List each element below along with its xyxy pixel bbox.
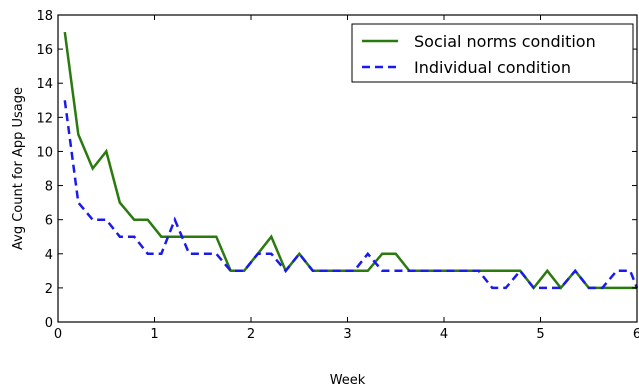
y-tick-label: 6 — [45, 214, 53, 229]
x-tick-label: 6 — [633, 327, 639, 342]
y-tick-label: 16 — [36, 43, 53, 58]
y-axis-label: Avg Count for App Usage — [11, 87, 26, 250]
x-tick-label: 2 — [247, 327, 255, 342]
series-line-social-norms — [63, 31, 637, 290]
y-tick-label: 12 — [36, 111, 53, 126]
y-tick-label: 10 — [36, 145, 53, 160]
y-tick-label: 4 — [45, 248, 53, 263]
legend-label-individual: Individual condition — [414, 58, 571, 77]
y-tick-label: 0 — [45, 316, 53, 331]
x-tick-label: 5 — [536, 327, 544, 342]
x-tick-label: 1 — [150, 327, 158, 342]
legend: Social norms condition Individual condit… — [351, 23, 634, 83]
series-lines — [63, 31, 639, 290]
x-tick-label: 4 — [440, 327, 448, 342]
y-tick-label: 2 — [45, 282, 53, 297]
x-axis-label: Week — [330, 373, 366, 388]
x-tick-label: 3 — [343, 327, 351, 342]
legend-label-social-norms: Social norms condition — [414, 32, 596, 51]
y-tick-label: 18 — [36, 9, 53, 24]
y-tick-label: 14 — [36, 77, 53, 92]
y-tick-label: 8 — [45, 180, 53, 195]
series-line-individual — [63, 100, 639, 290]
legend-box — [351, 23, 634, 83]
x-tick-label: 0 — [54, 327, 62, 342]
